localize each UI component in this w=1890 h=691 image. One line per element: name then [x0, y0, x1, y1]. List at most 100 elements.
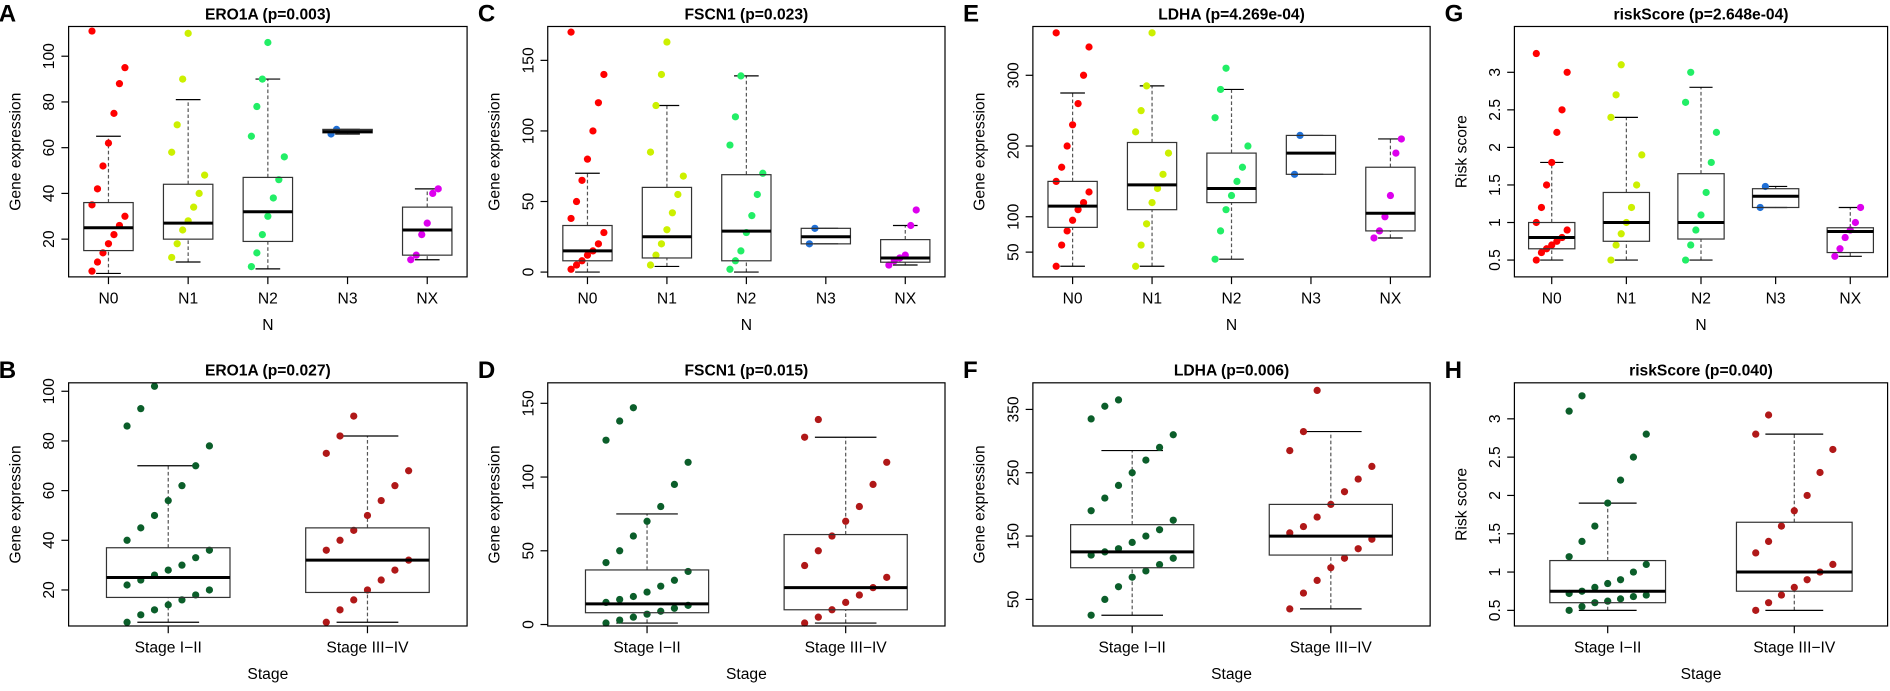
point — [280, 153, 288, 161]
x-tick-label: Stage III−IV — [805, 639, 888, 656]
point — [1532, 49, 1540, 58]
point — [578, 176, 586, 184]
point — [1222, 64, 1230, 72]
x-tick-label: N0 — [1063, 290, 1083, 307]
point — [322, 546, 330, 554]
point — [1128, 573, 1136, 581]
point — [1354, 545, 1362, 553]
point — [663, 226, 671, 234]
box — [783, 533, 908, 611]
point — [179, 75, 187, 83]
y-tick-label: 1.5 — [1487, 174, 1504, 196]
point — [602, 558, 610, 567]
y-tick-label: 3 — [1487, 414, 1504, 423]
point — [350, 596, 358, 604]
y-tick-label: 150 — [1005, 523, 1022, 549]
point — [1591, 522, 1599, 530]
y-tick-label: 80 — [41, 93, 58, 111]
point — [748, 212, 756, 220]
point — [646, 148, 655, 156]
point — [137, 611, 145, 619]
y-tick-label: 150 — [520, 47, 537, 73]
y-tick-label: 2 — [1487, 491, 1504, 500]
box — [1549, 559, 1667, 604]
y-axis-label: Gene expression — [7, 93, 24, 211]
point — [201, 171, 209, 179]
point — [1142, 567, 1150, 575]
box — [1047, 180, 1098, 228]
box — [1070, 524, 1195, 569]
y-axis-label: Gene expression — [7, 445, 24, 563]
point — [1227, 191, 1236, 200]
point — [1128, 538, 1136, 547]
point — [93, 185, 102, 193]
point — [616, 616, 624, 624]
point — [670, 576, 679, 584]
y-tick-label: 20 — [41, 581, 58, 599]
point — [1836, 245, 1844, 253]
point — [1169, 431, 1177, 439]
plot-frame — [68, 25, 468, 278]
point — [1155, 443, 1164, 452]
point — [1617, 61, 1625, 69]
point — [104, 240, 113, 248]
x-tick-label: N2 — [1222, 290, 1242, 307]
point — [1604, 579, 1612, 588]
point — [1148, 29, 1156, 37]
point — [1604, 597, 1612, 605]
point — [1340, 488, 1349, 496]
point — [1386, 191, 1395, 200]
point — [737, 247, 745, 255]
point — [657, 582, 665, 590]
point — [377, 496, 385, 505]
y-axis-label: Gene expression — [487, 445, 504, 563]
point — [670, 480, 679, 489]
x-tick-label: N0 — [98, 290, 118, 307]
point — [600, 70, 608, 79]
point — [322, 618, 330, 626]
point — [572, 261, 581, 269]
point — [589, 127, 597, 135]
point — [1079, 199, 1088, 207]
point — [363, 511, 372, 520]
point — [1604, 499, 1612, 507]
point — [629, 613, 637, 621]
box — [1602, 191, 1651, 242]
y-axis-label: Risk score — [1453, 468, 1470, 541]
point — [123, 618, 131, 626]
point — [1803, 576, 1811, 584]
point — [363, 586, 372, 594]
box — [1527, 221, 1576, 250]
point — [1052, 29, 1060, 37]
chart-title: ERO1A (p=0.003) — [205, 6, 331, 23]
point — [258, 75, 266, 83]
point — [350, 526, 358, 534]
point — [1617, 230, 1625, 238]
point — [1211, 255, 1219, 263]
point — [1692, 226, 1700, 234]
point — [247, 132, 255, 140]
point — [1612, 91, 1620, 99]
x-tick-label: Stage I−II — [1099, 639, 1166, 656]
point — [1155, 560, 1164, 569]
point — [1087, 507, 1095, 515]
point — [842, 517, 850, 525]
x-tick-label: NX — [1380, 290, 1402, 307]
point — [1687, 68, 1695, 76]
x-axis-label: N — [262, 317, 273, 334]
point — [643, 588, 651, 596]
x-tick-label: N3 — [1766, 290, 1786, 307]
point — [1612, 241, 1620, 249]
panel-letter: G — [1445, 1, 1464, 28]
point — [737, 72, 745, 80]
point — [1079, 71, 1088, 79]
point — [1299, 589, 1308, 597]
point — [616, 417, 624, 425]
y-tick-label: 150 — [520, 390, 537, 416]
plot-frame — [547, 382, 946, 627]
x-axis-label: N — [1226, 317, 1237, 334]
y-axis-label: Gene expression — [487, 93, 504, 211]
point — [264, 212, 272, 220]
point — [205, 586, 214, 594]
point — [247, 262, 255, 271]
